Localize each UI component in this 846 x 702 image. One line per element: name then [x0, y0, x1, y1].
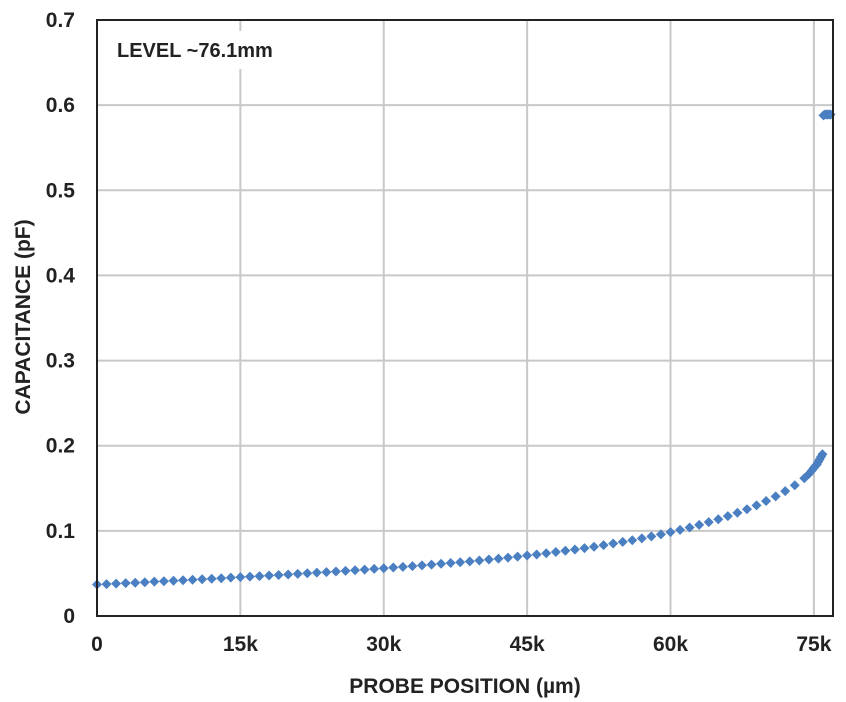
- data-point: [598, 540, 609, 551]
- plot-frame: [96, 19, 834, 617]
- data-point: [474, 555, 485, 566]
- x-tick-label: 45k: [510, 633, 545, 656]
- data-point: [216, 573, 227, 584]
- data-point: [206, 573, 217, 584]
- data-point: [197, 574, 208, 585]
- annotation-background: [108, 31, 310, 69]
- data-point: [569, 544, 580, 555]
- x-tick-label: 75k: [796, 633, 831, 656]
- data-point: [264, 570, 275, 581]
- data-point: [130, 577, 141, 588]
- data-point: [111, 578, 122, 589]
- data-point: [445, 558, 456, 569]
- data-point: [225, 572, 236, 583]
- level-annotation: LEVEL ~76.1mm: [117, 40, 273, 62]
- y-tick-label: 0.1: [46, 520, 76, 543]
- data-point: [713, 514, 724, 525]
- x-axis-title: PROBE POSITION (µm): [349, 675, 580, 698]
- data-point: [761, 496, 772, 507]
- data-point: [522, 550, 533, 561]
- y-tick-label: 0.6: [46, 94, 75, 117]
- y-axis-title: CAPACITANCE (pF): [12, 219, 35, 414]
- data-point: [732, 507, 743, 518]
- x-tick-label: 60k: [653, 633, 688, 656]
- data-point: [455, 557, 466, 568]
- data-point: [817, 449, 828, 460]
- data-point: [665, 527, 676, 538]
- data-point: [149, 576, 160, 587]
- y-tick-label: 0.5: [46, 179, 76, 202]
- x-tick-label: 30k: [366, 633, 401, 656]
- x-tick-label: 15k: [223, 633, 258, 656]
- data-point: [722, 511, 733, 522]
- data-point: [330, 566, 341, 577]
- data-point: [608, 538, 619, 549]
- data-point: [397, 561, 408, 572]
- data-point: [627, 535, 638, 546]
- y-tick-label: 0: [63, 605, 75, 628]
- data-point: [675, 524, 686, 535]
- y-tick-label: 0.4: [46, 264, 76, 287]
- data-point: [158, 576, 169, 587]
- data-point: [550, 547, 561, 558]
- data-point: [139, 577, 150, 588]
- y-tick-label: 0.7: [46, 9, 75, 32]
- data-point: [283, 569, 294, 580]
- data-point: [493, 553, 504, 564]
- data-point: [178, 575, 189, 586]
- data-point: [254, 571, 265, 582]
- data-point: [426, 559, 437, 570]
- data-point: [464, 556, 475, 567]
- data-point: [340, 565, 351, 576]
- y-tick-label: 0.2: [46, 435, 75, 458]
- data-point: [359, 564, 370, 575]
- data-point: [655, 529, 666, 540]
- data-point: [636, 533, 647, 544]
- data-point: [646, 531, 657, 542]
- data-point: [292, 568, 303, 579]
- data-point: [483, 554, 494, 565]
- data-point: [235, 572, 246, 583]
- data-point: [311, 567, 322, 578]
- data-point: [684, 522, 695, 533]
- data-point: [617, 536, 628, 547]
- data-point: [378, 563, 389, 574]
- data-point: [589, 541, 600, 552]
- data-point: [407, 561, 418, 572]
- data-point: [541, 548, 552, 559]
- data-point: [751, 500, 762, 511]
- data-point: [120, 578, 131, 589]
- data-point: [780, 486, 791, 497]
- data-point: [369, 563, 380, 574]
- data-point: [770, 491, 781, 502]
- data-point: [302, 568, 313, 579]
- data-point: [531, 549, 542, 560]
- data-point: [579, 543, 590, 554]
- x-tick-label: 0: [91, 633, 103, 656]
- data-point: [703, 517, 714, 528]
- data-point: [694, 519, 705, 530]
- data-point: [101, 579, 112, 590]
- data-point: [244, 571, 255, 582]
- data-point: [416, 560, 427, 571]
- data-point: [503, 552, 514, 563]
- data-point: [512, 551, 523, 562]
- x-tick-labels: 0 15k 30k 45k 60k 75k: [91, 633, 832, 656]
- data-point: [436, 558, 447, 569]
- data-point: [741, 504, 752, 515]
- y-tick-labels: 0 0.1 0.2 0.3 0.4 0.5 0.6 0.7: [46, 9, 76, 628]
- data-point: [273, 569, 284, 580]
- data-point: [350, 565, 361, 576]
- data-point: [560, 545, 571, 556]
- data-point: [789, 480, 800, 491]
- data-series: [92, 109, 836, 590]
- grid: [96, 19, 833, 617]
- data-point: [321, 567, 332, 578]
- data-point: [187, 574, 198, 585]
- y-tick-label: 0.3: [46, 350, 75, 373]
- data-point: [388, 562, 399, 573]
- data-point: [168, 575, 179, 586]
